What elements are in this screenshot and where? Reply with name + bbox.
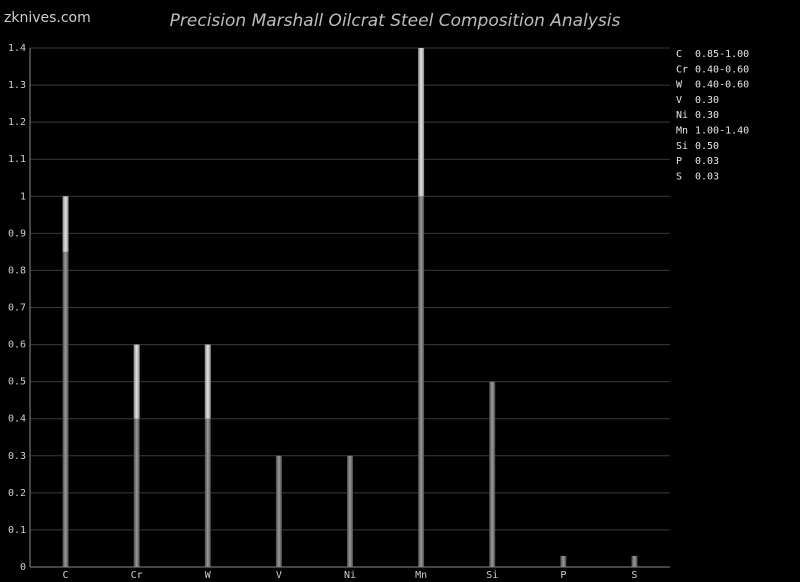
bar-w-range <box>204 344 211 419</box>
x-tick-label-p: P <box>560 570 566 581</box>
legend-element-mn: Mn <box>676 126 688 137</box>
legend-value-v: 0.30 <box>695 95 719 106</box>
y-tick-label: 1.4 <box>8 43 26 54</box>
y-axis-ticks: 0 0.1 0.2 0.3 0.4 0.5 0.6 0.7 0.8 0.9 1 1.1 1.2 1.3 1.… <box>8 43 26 573</box>
bar-w-min <box>204 418 211 567</box>
x-tick-label-mn: Mn <box>415 570 427 581</box>
legend-value-p: 0.03 <box>695 156 719 167</box>
legend-element-si: Si <box>676 141 688 152</box>
y-tick-label: 1.2 <box>8 117 26 128</box>
legend-value-w: 0.40-0.60 <box>695 80 749 91</box>
y-tick-label: 0 <box>20 562 26 573</box>
watermark: zknives.com <box>4 10 91 26</box>
chart-title: Precision Marshall Oilcrat Steel Composi… <box>170 11 621 31</box>
y-tick-label: 0.8 <box>8 265 26 276</box>
legend-element-p: P <box>676 156 682 167</box>
legend-element-c: C <box>676 49 682 60</box>
legend-value-si: 0.50 <box>695 141 719 152</box>
y-tick-label: 0.4 <box>8 414 26 425</box>
bar-ni-min <box>347 455 353 567</box>
y-tick-label: 0.7 <box>8 303 26 314</box>
legend-value-s: 0.03 <box>695 171 719 182</box>
bar-cr-range <box>133 344 140 419</box>
y-tick-label: 0.3 <box>8 451 26 462</box>
x-tick-label-v: V <box>276 570 282 581</box>
y-tick-label: 0.1 <box>8 525 26 536</box>
legend-element-ni: Ni <box>676 110 688 121</box>
legend: C 0.85-1.00 Cr 0.40-0.60 W 0.40-0.60 V 0.30 Ni 0.… <box>676 49 749 182</box>
bar-s-min <box>631 555 638 567</box>
y-tick-label: 0.2 <box>8 488 26 499</box>
legend-element-w: W <box>676 80 683 91</box>
legend-element-s: S <box>676 171 682 182</box>
bar-c-min <box>62 251 69 567</box>
x-tick-label-c: C <box>63 570 69 581</box>
y-tick-label: 1.1 <box>8 154 26 165</box>
legend-value-ni: 0.30 <box>695 110 719 121</box>
bar-mn-min <box>418 196 425 568</box>
legend-element-cr: Cr <box>676 64 688 75</box>
y-tick-label: 0.9 <box>8 228 26 239</box>
x-tick-label-si: Si <box>486 570 498 581</box>
legend-value-mn: 1.00-1.40 <box>695 126 749 137</box>
x-tick-label-s: S <box>631 570 637 581</box>
y-tick-label: 0.5 <box>8 377 26 388</box>
y-tick-label: 1.3 <box>8 80 26 91</box>
x-tick-label-cr: Cr <box>131 570 143 581</box>
y-tick-label: 0.6 <box>8 340 26 351</box>
legend-value-cr: 0.40-0.60 <box>695 64 749 75</box>
x-tick-label-w: W <box>205 570 212 581</box>
bar-p-min <box>560 555 567 567</box>
legend-value-c: 0.85-1.00 <box>695 49 749 60</box>
y-tick-label: 1 <box>20 191 26 202</box>
bar-v-min <box>275 455 282 567</box>
x-tick-label-ni: Ni <box>344 570 356 581</box>
bar-cr-min <box>133 418 140 567</box>
bar-c-range <box>62 196 69 252</box>
legend-element-v: V <box>676 95 682 106</box>
bar-mn-range <box>418 48 425 197</box>
bars <box>62 48 638 568</box>
x-axis-ticks: C Cr W V Ni Mn Si P S <box>63 570 638 581</box>
bar-si-min <box>489 381 496 567</box>
